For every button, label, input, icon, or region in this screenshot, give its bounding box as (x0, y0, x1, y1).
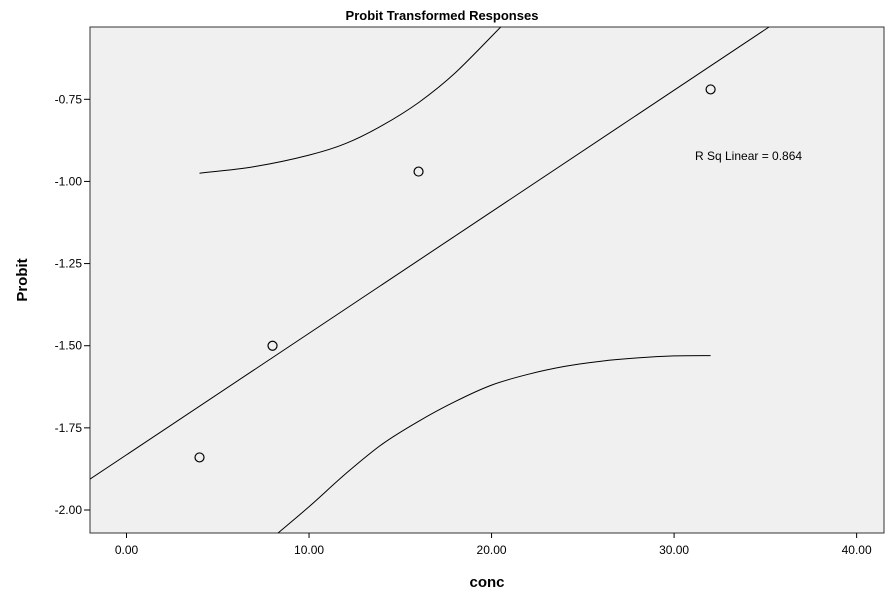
data-point (413, 166, 424, 177)
y-tick-label: -1.50 (55, 339, 83, 353)
r-squared-annotation: R Sq Linear = 0.864 (695, 149, 802, 163)
y-tick-label: -2.00 (55, 503, 83, 517)
plot-area (89, 26, 885, 534)
x-tick-label: 30.00 (659, 543, 689, 557)
chart-title: Probit Transformed Responses (346, 8, 539, 23)
lower-confidence-curve (277, 355, 711, 533)
x-tick-label: 10.00 (294, 543, 324, 557)
x-axis-label: conc (469, 574, 504, 590)
fit-line (90, 27, 770, 480)
y-tick-label: -0.75 (55, 92, 83, 106)
upper-confidence-curve (199, 27, 502, 174)
y-tick-label: -1.75 (55, 421, 83, 435)
y-tick-label: -1.00 (55, 174, 83, 188)
data-point (194, 452, 205, 463)
y-tick-label: -1.25 (55, 257, 83, 271)
x-tick-label: 40.00 (842, 543, 872, 557)
x-tick-label: 0.00 (115, 543, 139, 557)
y-axis-label: Probit (14, 258, 31, 301)
data-point (267, 340, 278, 351)
data-point (705, 84, 716, 95)
x-tick-label: 20.00 (477, 543, 507, 557)
